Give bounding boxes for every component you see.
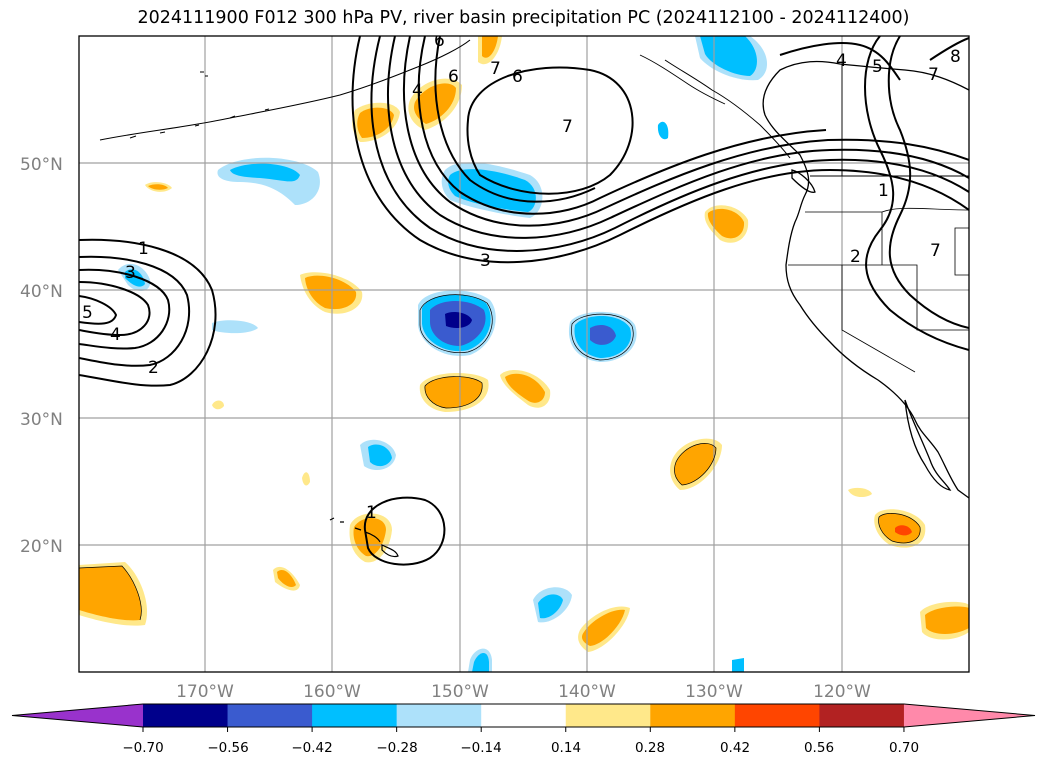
positive-anomaly xyxy=(273,566,300,591)
negative-anomaly xyxy=(418,290,496,356)
colorbar-segment xyxy=(819,704,905,727)
contour-label: 1 xyxy=(366,503,377,523)
coastlines xyxy=(99,39,969,558)
contour-label: 2 xyxy=(148,358,159,378)
colorbar-tick-label: 0.28 xyxy=(635,740,665,756)
longitude-labels: 170°W 160°W 150°W 140°W 130°W 120°W xyxy=(176,682,871,702)
lat-label: 20°N xyxy=(20,537,63,557)
positive-anomaly xyxy=(482,36,498,58)
negative-anomaly xyxy=(125,269,145,287)
negative-anomaly xyxy=(212,320,258,334)
contour-label: 5 xyxy=(872,57,883,77)
contour-label: 7 xyxy=(928,65,939,85)
shading-outlines xyxy=(79,294,921,621)
negative-anomaly xyxy=(538,594,563,619)
lat-label: 30°N xyxy=(20,410,63,430)
contour-label: 1 xyxy=(138,239,149,259)
colorbar xyxy=(11,703,1036,732)
contour-label: 1 xyxy=(878,181,889,201)
positive-anomaly xyxy=(500,370,551,408)
lon-label: 140°W xyxy=(558,682,616,702)
contour-label: 6 xyxy=(434,31,445,51)
colorbar-tick-label: −0.70 xyxy=(122,740,163,756)
contour-label: 8 xyxy=(950,47,961,67)
lat-label: 50°N xyxy=(20,155,63,175)
latitude-labels: 50°N 40°N 30°N 20°N xyxy=(20,155,63,557)
contour-label: 4 xyxy=(836,51,847,71)
graticule xyxy=(79,36,969,672)
positive-anomaly xyxy=(79,562,148,626)
colorbar-tick-label: 0.70 xyxy=(889,740,919,756)
negative-anomaly xyxy=(568,311,637,362)
colorbar-tick-label: −0.56 xyxy=(207,740,248,756)
lon-label: 130°W xyxy=(685,682,743,702)
colorbar-tick-label: 0.14 xyxy=(551,740,581,756)
contour-label: 3 xyxy=(480,251,491,271)
contour-label: 4 xyxy=(110,325,121,345)
positive-anomaly xyxy=(212,400,224,410)
negative-anomaly xyxy=(217,157,320,205)
colorbar-extend-max xyxy=(903,704,1035,727)
colorbar-tick-label: 0.42 xyxy=(720,740,750,756)
colorbar-segment xyxy=(565,704,651,727)
lon-label: 150°W xyxy=(431,682,489,702)
contour-label: 2 xyxy=(850,247,861,267)
lon-label: 160°W xyxy=(303,682,361,702)
colorbar-segment xyxy=(227,704,313,727)
colorbar-tick-label: −0.14 xyxy=(460,740,501,756)
positive-anomaly xyxy=(920,601,969,640)
lat-label: 40°N xyxy=(20,282,63,302)
negative-anomaly xyxy=(472,652,489,672)
positive-anomaly xyxy=(300,272,363,314)
colorbar-segment xyxy=(143,704,229,727)
contour-label: 4 xyxy=(412,81,423,101)
pv-contours xyxy=(79,36,969,566)
positive-anomaly xyxy=(704,205,749,243)
map-area xyxy=(79,36,969,672)
positive-anomaly xyxy=(148,184,168,190)
lon-label: 120°W xyxy=(813,682,871,702)
positive-anomaly xyxy=(419,373,489,412)
colorbar-labels: −0.70 −0.56 −0.42 −0.28 −0.14 0.14 0.28 … xyxy=(122,740,919,756)
colorbar-segment xyxy=(734,704,820,727)
positive-anomaly xyxy=(848,487,872,498)
contour-label: 7 xyxy=(490,59,501,79)
contour-label: 6 xyxy=(448,67,459,87)
contour-label: 6 xyxy=(512,67,523,87)
colorbar-segment xyxy=(312,704,398,727)
contour-label: 3 xyxy=(125,263,136,283)
positive-anomaly xyxy=(349,513,392,563)
colorbar-extend-min xyxy=(12,704,143,727)
negative-anomaly xyxy=(732,658,744,672)
contour-label: 7 xyxy=(930,241,941,261)
positive-anomaly xyxy=(578,606,630,652)
negative-anomaly xyxy=(368,444,392,467)
pv-contour-labels: 1 3 4 2 5 3 4 6 7 6 7 4 5 7 8 1 6 2 7 1 xyxy=(82,31,961,523)
map-frame xyxy=(78,35,970,673)
lon-label: 170°W xyxy=(176,682,234,702)
colorbar-segment xyxy=(396,704,482,727)
negative-anomaly xyxy=(657,121,669,140)
colorbar-segment xyxy=(650,704,736,727)
positive-anomaly xyxy=(670,438,722,490)
map-title: 2024111900 F012 300 hPa PV, river basin … xyxy=(137,8,910,28)
positive-anomaly xyxy=(302,472,310,486)
colorbar-tick-label: −0.28 xyxy=(376,740,417,756)
contour-label: 5 xyxy=(82,303,93,323)
contour-label: 7 xyxy=(562,117,573,137)
colorbar-tick-label: 0.56 xyxy=(804,740,834,756)
colorbar-segment xyxy=(481,704,567,727)
colorbar-tick-label: −0.42 xyxy=(291,740,332,756)
